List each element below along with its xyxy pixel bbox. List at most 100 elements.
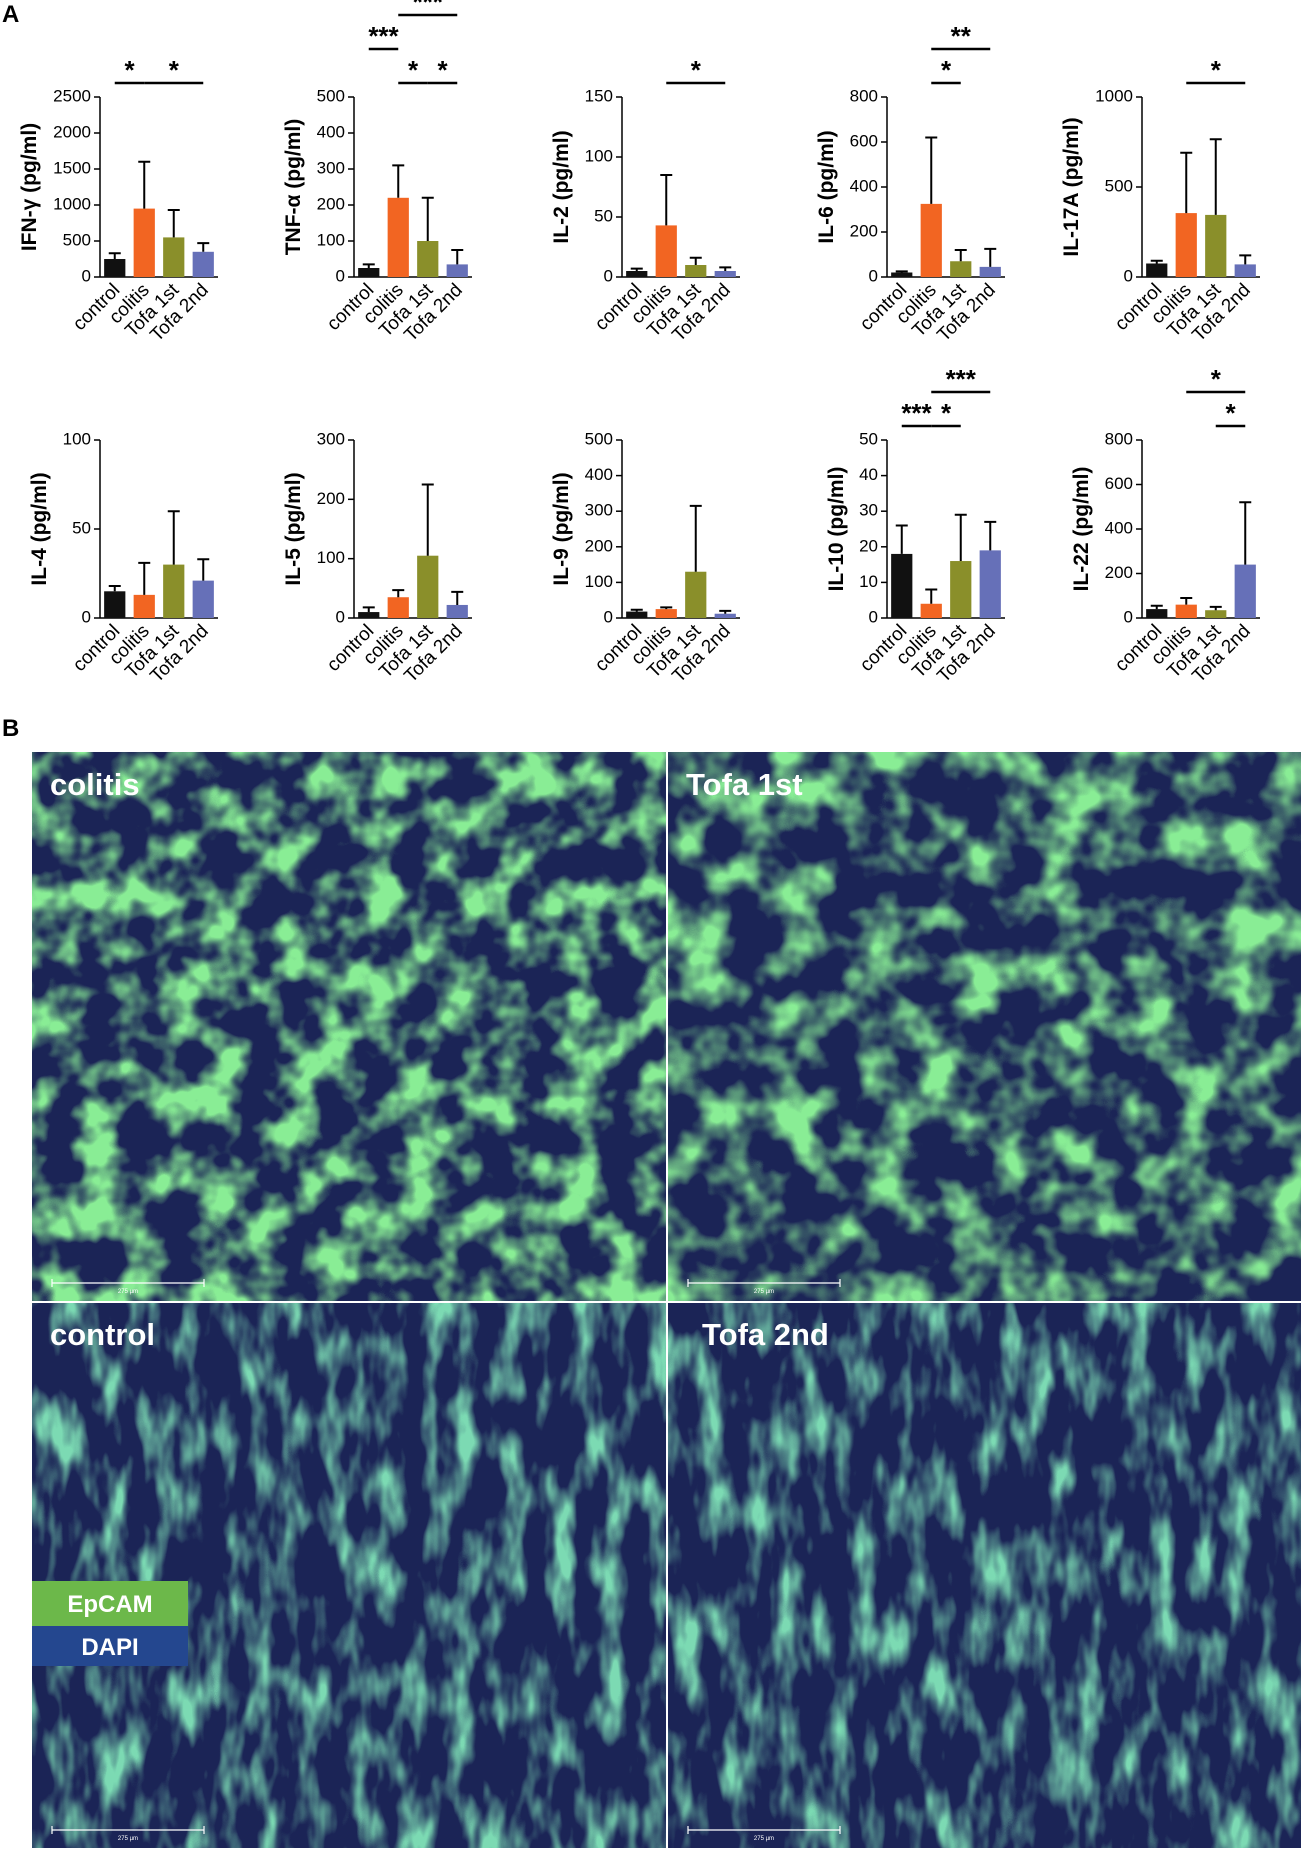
panel-label: A	[2, 1, 19, 28]
bar	[1205, 214, 1227, 277]
legend: EpCAM DAPI	[32, 1581, 188, 1666]
y-tick-label: 100	[317, 230, 345, 249]
error-bar	[925, 588, 938, 604]
error-bar	[138, 561, 151, 595]
y-tick-label: 0	[1124, 266, 1133, 285]
bar	[1205, 610, 1227, 618]
bar	[446, 604, 468, 618]
bar	[714, 613, 736, 618]
bar	[417, 241, 439, 277]
error-bar	[954, 513, 967, 562]
y-tick-label: 800	[850, 86, 878, 105]
significance-label: *	[1211, 364, 1222, 394]
scale-bar	[687, 1826, 841, 1834]
y-tick-label: 300	[317, 429, 345, 448]
error-bar	[1150, 259, 1163, 264]
error-bar	[895, 524, 908, 554]
error-bar	[984, 520, 997, 551]
y-axis-label: IL-22 (pg/ml)	[1070, 467, 1093, 592]
error-bar	[895, 270, 908, 273]
error-bar	[954, 249, 967, 262]
error-bar	[1239, 501, 1252, 565]
y-tick-label: 400	[585, 465, 613, 484]
epcam-signal	[32, 1302, 666, 1848]
bar	[192, 580, 214, 618]
y-tick-label: 100	[585, 572, 613, 591]
y-axis-label: IFN-γ (pg/ml)	[18, 123, 41, 251]
significance-label: **	[951, 21, 972, 51]
bar	[655, 609, 677, 618]
image-label: control	[50, 1317, 155, 1352]
image-label: Tofa 2nd	[702, 1317, 829, 1352]
significance-label: *	[408, 55, 419, 85]
y-tick-label: 0	[1124, 607, 1133, 626]
error-bar	[451, 249, 464, 265]
y-tick-label: 600	[1105, 474, 1133, 493]
images: colitis 275 µm Tofa 1st 275 µm control 275 µm…	[32, 752, 1301, 1849]
error-bar	[421, 483, 434, 556]
significance-label: *	[691, 55, 702, 85]
bar	[387, 197, 409, 277]
error-bar	[630, 267, 643, 271]
error-bar	[421, 196, 434, 241]
micrograph: control 275 µm	[32, 1302, 666, 1848]
significance-label: ***	[368, 21, 399, 51]
error-bar	[925, 136, 938, 204]
bar	[1146, 609, 1168, 618]
y-axis-label: IL-2 (pg/ml)	[550, 130, 573, 243]
significance-label: *	[1225, 398, 1236, 428]
y-axis-label: IL-9 (pg/ml)	[550, 472, 573, 585]
error-bar	[197, 242, 210, 252]
significance-label: *	[941, 398, 952, 428]
bar	[133, 208, 155, 277]
bar	[950, 261, 972, 277]
y-tick-label: 400	[850, 176, 878, 195]
y-tick-label: 30	[859, 501, 878, 520]
legend-swatch	[32, 1626, 188, 1666]
significance-label: ***	[413, 0, 444, 17]
error-bar	[392, 589, 405, 598]
y-tick-label: 200	[317, 489, 345, 508]
y-axis-label: IL-5 (pg/ml)	[282, 472, 305, 585]
error-bar	[719, 266, 732, 271]
bar	[358, 612, 380, 618]
error-bar	[1239, 254, 1252, 265]
bar	[626, 271, 648, 277]
error-bar	[689, 256, 702, 265]
bar	[1234, 264, 1256, 277]
bar	[920, 603, 942, 618]
bar	[626, 611, 648, 618]
image-label: Tofa 1st	[686, 767, 803, 802]
scale-bar	[51, 1279, 205, 1287]
error-bar	[660, 606, 673, 610]
micrograph: colitis 275 µm	[32, 752, 666, 1301]
y-tick-label: 0	[82, 266, 91, 285]
image-label: colitis	[50, 767, 140, 802]
error-bar	[984, 247, 997, 267]
bar	[446, 264, 468, 277]
bar	[920, 203, 942, 277]
y-axis-label: IL-6 (pg/ml)	[815, 130, 838, 243]
y-tick-label: 300	[585, 501, 613, 520]
legend-label: EpCAM	[67, 1591, 152, 1618]
bar	[714, 271, 736, 277]
error-bar	[1180, 151, 1193, 214]
y-tick-label: 2000	[53, 122, 91, 141]
bar	[950, 561, 972, 618]
y-tick-label: 50	[72, 518, 91, 537]
error-bar	[392, 164, 405, 198]
bar	[979, 266, 1001, 277]
significance-label: ***	[901, 398, 932, 428]
error-bar	[1150, 604, 1163, 610]
error-bar	[138, 160, 151, 209]
y-axis-label: IL-10 (pg/ml)	[825, 467, 848, 592]
y-tick-label: 500	[63, 230, 91, 249]
y-tick-label: 400	[1105, 518, 1133, 537]
scale-bar	[51, 1826, 205, 1834]
